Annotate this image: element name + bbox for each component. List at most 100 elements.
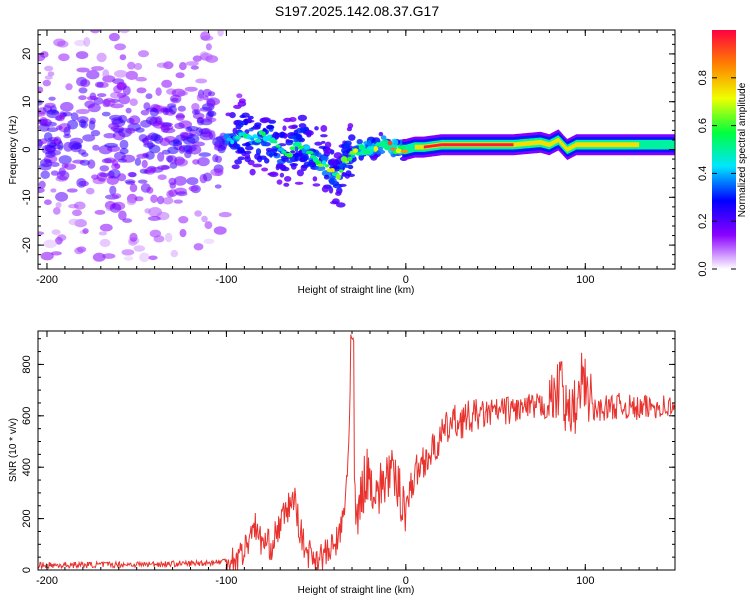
spectrogram-cell [101,158,113,164]
spectrogram-cell [70,112,79,121]
spectrogram-cell [202,95,209,101]
spectrogram-cell [173,176,187,186]
spectrogram-track-blob [384,145,391,151]
spectrogram-cell [145,93,153,100]
spectrogram-track-blob [347,156,353,161]
spectrogram-cell [214,184,222,189]
spectrogram-cell [99,172,110,177]
spectrogram-cell [126,198,136,206]
spectrogram-cell [92,144,100,151]
spectrogram-cell [145,135,154,141]
snr-frame [37,330,676,571]
spectrogram-cell [244,156,251,163]
spectrogram-cell [51,229,61,236]
snr-series-line [38,334,675,570]
spectrogram-cell [110,91,123,99]
spectrogram-cell [329,178,335,185]
colorbar-title: Normalized spectral amplitude [737,82,748,217]
spectrogram-cell [50,139,63,145]
spectrogram-cell [65,83,73,91]
spectrogram-cell [303,161,312,167]
spectrogram-track-blob [355,152,362,156]
spectrogram-cell [174,122,185,130]
spectrogram-cell [176,191,188,197]
spectrogram-track-blob [254,138,262,143]
spectrogram-cell [260,141,267,147]
spectrogram-cell [76,76,88,87]
spectrogram-cell [129,232,138,242]
spectrogram-track-blob [275,144,281,148]
spectrogram-cell [231,164,240,170]
spectrogram-cell [64,163,77,170]
spectrogram-cell [135,127,145,133]
colorbar-axes: 0.0 0.2 0.4 0.6 0.8 [697,70,736,277]
spectrogram-track-blob [289,146,296,151]
spectrogram-cell [108,32,120,42]
spectrogram-y-tick-label: -10 [21,189,33,205]
spectrogram-cell [159,137,171,147]
spectrogram-cell [157,195,165,205]
spectrogram-cell [119,147,129,155]
spectrogram-cell [206,98,216,108]
spectrogram-cell [126,117,135,124]
spectrogram-track-blob [305,150,314,155]
spectrogram-track-blob [358,144,364,150]
spectrogram-track-blob [373,145,378,152]
spectrogram-cell [138,134,148,142]
spectrogram-cell [85,187,95,195]
spectrogram-y-tick-label: 10 [21,96,33,108]
spectrogram-cell [145,116,158,125]
spectrogram-cell [78,87,88,94]
spectrogram-cell [314,126,319,131]
spectrogram-cell [86,70,100,80]
spectrogram-cell [323,147,333,154]
spectrogram-cell [125,107,132,114]
spectrogram-track-blob [339,169,344,173]
spectrogram-track-blob [281,150,287,154]
spectrogram-cell [161,149,171,155]
spectrogram-cell [75,51,89,60]
spectrogram-y-tick-label: 0 [21,146,33,152]
spectrogram-cell [125,127,136,134]
snr-y-tick-label: 400 [21,458,33,476]
spectrogram-cell [102,69,110,79]
spectrogram-cell [66,188,78,193]
spectrogram-cell [53,207,61,215]
snr-axes: -200 -100 0 100 0 200 400 600 800 [21,331,676,587]
spectrogram-cell [191,103,200,111]
spectrogram-cell [198,18,205,25]
colorbar-tick-label: 0.4 [697,166,709,181]
spectrogram-cell [283,117,292,123]
spectrogram-cell [232,142,237,149]
spectrogram-cell [237,100,247,107]
spectrogram-cell [139,252,150,263]
spectrogram-cell [377,146,384,151]
spectrogram-cell [335,191,342,196]
spectrogram-cell [320,155,329,161]
spectrogram-cell [164,232,173,243]
spectrogram-cell [320,134,328,138]
spectrogram-cell [148,255,158,261]
spectrogram-cell [134,62,143,71]
spectrogram-cell [289,163,299,167]
spectrogram-cell [38,163,52,171]
spectrogram-cell [136,87,147,94]
spectrogram-cell [50,251,62,256]
spectrogram-cell [237,156,246,161]
spectrogram-cell [129,98,138,106]
spectrogram-cell [137,179,148,184]
spectrogram-cell [40,170,50,179]
spectrogram-cell [195,78,208,84]
spectrogram-cell [118,114,128,124]
spectrogram-cell [111,159,119,167]
spectrogram-cell [300,164,308,172]
spectrogram-cell [92,252,106,262]
spectrogram-cell [63,126,71,137]
spectrogram-cell [96,52,107,63]
spectrogram-y-tick-label: 20 [21,48,33,60]
spectrogram-cell [217,30,224,37]
spectrogram-cell [38,110,46,117]
spectrogram-cell [282,166,290,172]
spectrogram-cell [127,61,136,70]
